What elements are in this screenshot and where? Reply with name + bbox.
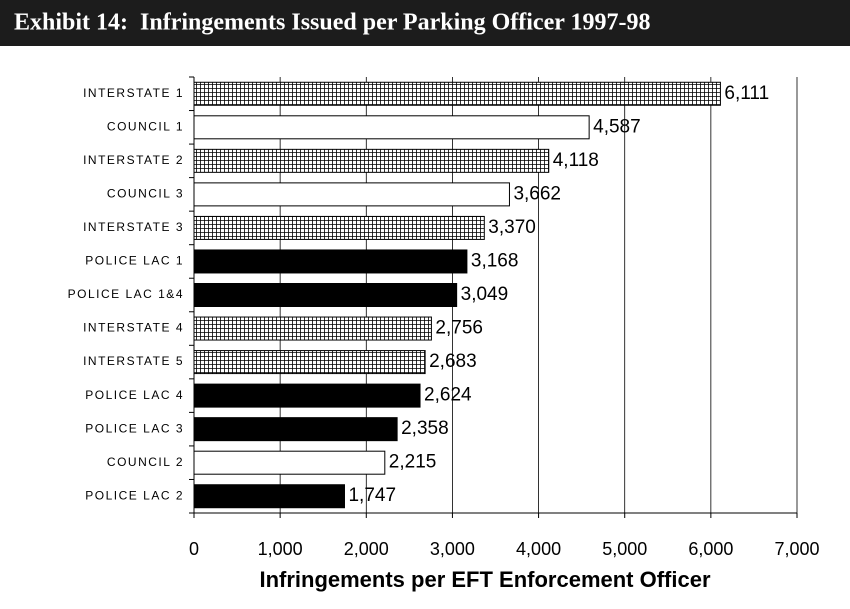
y-tick-label: POLICE LAC 1&4 xyxy=(68,287,184,301)
x-tick-label: 1,000 xyxy=(258,539,303,559)
value-label: 3,662 xyxy=(513,183,561,204)
y-tick-label: INTERSTATE 3 xyxy=(83,220,184,234)
y-tick-label: POLICE LAC 1 xyxy=(85,254,184,268)
x-tick-label: 0 xyxy=(189,539,199,559)
bar xyxy=(193,417,398,442)
bar xyxy=(193,115,590,140)
y-tick-label: POLICE LAC 3 xyxy=(85,421,184,435)
value-label: 2,624 xyxy=(424,385,472,406)
bar xyxy=(193,283,458,307)
bar xyxy=(193,350,426,375)
x-tick-label: 7,000 xyxy=(774,539,819,559)
title-bar xyxy=(0,0,850,46)
bar xyxy=(193,450,386,475)
y-tick-label: COUNCIL 2 xyxy=(107,455,184,469)
y-tick-label: POLICE LAC 4 xyxy=(85,388,184,402)
value-label: 3,168 xyxy=(471,250,519,271)
value-label: 3,370 xyxy=(488,217,536,238)
x-tick-label: 4,000 xyxy=(516,539,561,559)
x-axis-label: Infringements per EFT Enforcement Office… xyxy=(259,567,711,592)
bar xyxy=(193,484,345,509)
y-tick-label: INTERSTATE 2 xyxy=(83,153,184,167)
value-label: 2,215 xyxy=(389,452,437,473)
value-label: 6,111 xyxy=(724,83,769,104)
value-label: 3,049 xyxy=(461,284,509,305)
chart-title: Exhibit 14: Infringements Issued per Par… xyxy=(14,10,650,36)
y-tick-label: POLICE LAC 2 xyxy=(85,488,184,502)
y-tick-label: INTERSTATE 5 xyxy=(83,354,184,368)
bar xyxy=(193,249,468,274)
bar xyxy=(193,316,432,341)
bar xyxy=(193,81,721,106)
x-tick-label: 2,000 xyxy=(344,539,389,559)
y-tick-label: COUNCIL 1 xyxy=(107,119,184,133)
x-tick-label: 5,000 xyxy=(602,539,647,559)
value-label: 2,756 xyxy=(435,318,483,339)
x-tick-label: 3,000 xyxy=(430,539,475,559)
value-label: 1,747 xyxy=(348,485,396,506)
value-label: 4,587 xyxy=(593,116,641,137)
bar xyxy=(193,215,485,240)
y-tick-label: COUNCIL 3 xyxy=(107,187,184,201)
bar xyxy=(193,148,550,173)
value-label: 4,118 xyxy=(553,150,599,171)
bar xyxy=(193,383,421,408)
y-tick-label: INTERSTATE 4 xyxy=(83,321,184,335)
value-label: 2,358 xyxy=(401,418,449,439)
value-label: 2,683 xyxy=(429,351,477,372)
y-tick-label: INTERSTATE 1 xyxy=(83,86,184,100)
x-tick-label: 6,000 xyxy=(688,539,733,559)
bar xyxy=(193,182,510,207)
